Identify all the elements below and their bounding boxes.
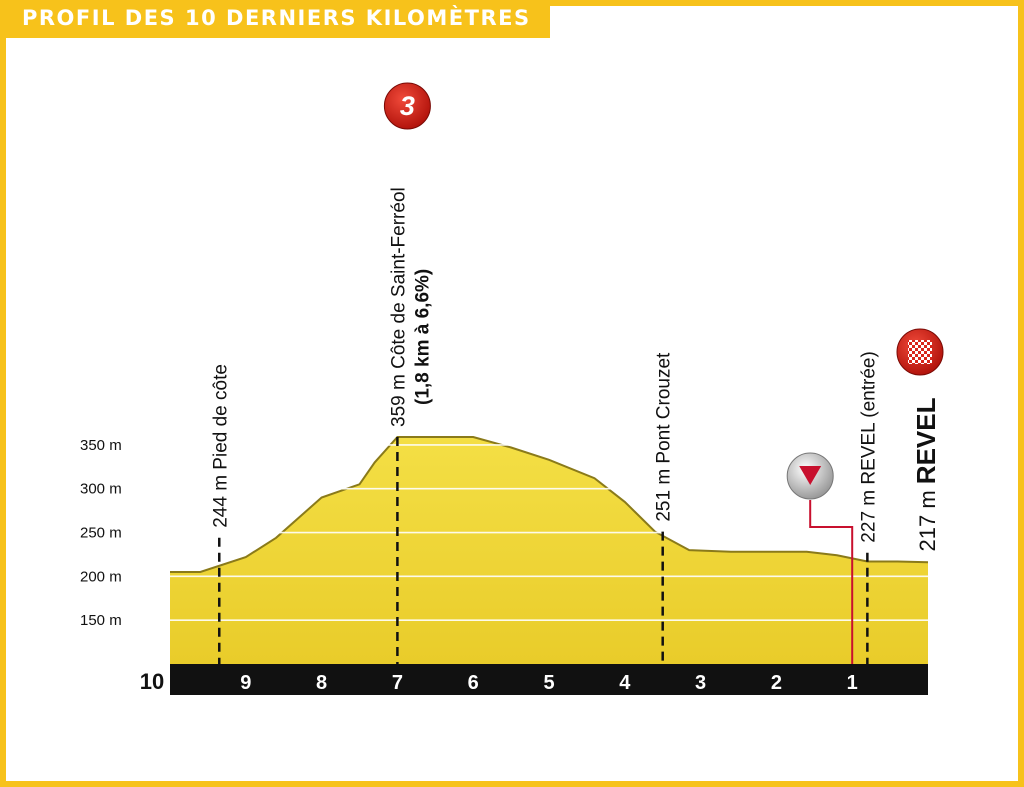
km-tick-label: 5 [543, 672, 554, 694]
climb-category-badge [383, 82, 431, 130]
point-altitude: 227 m [858, 485, 879, 543]
point-name: Pont Crouzet [654, 352, 675, 464]
profile-area [170, 437, 928, 664]
flamme-rouge-line [809, 500, 854, 664]
km-tick-label: 4 [619, 672, 631, 694]
km-tick-label: 6 [468, 672, 479, 694]
km-tick-label: 10 [140, 669, 164, 694]
title-bar: PROFIL DES 10 DERNIERS KILOMÈTRES [0, 0, 550, 38]
km-tick-label: 9 [240, 672, 251, 694]
point-altitude: 217 m [915, 484, 940, 551]
point-name: Côte de Saint-Ferréol [388, 187, 409, 369]
point-name: REVEL [911, 397, 941, 484]
profile-line [170, 436, 929, 573]
chart-title: PROFIL DES 10 DERNIERS KILOMÈTRES [22, 6, 531, 30]
y-tick-label: 150 m [80, 612, 122, 629]
point-name: REVEL (entrée) [858, 351, 879, 484]
climb-detail: (1,8 km à 6,6%) [412, 269, 433, 405]
point-label: 244 m Pied de côte [210, 364, 231, 528]
flamme-rouge-icon [799, 466, 822, 485]
point-label: 251 m Pont Crouzet [654, 352, 675, 522]
km-tick-label: 3 [695, 672, 706, 694]
point-label: 217 m REVEL [911, 397, 941, 551]
km-tick-label: 7 [392, 672, 403, 694]
point-altitude: 244 m [210, 470, 231, 528]
point-altitude: 359 m [388, 369, 409, 427]
point-label: 227 m REVEL (entrée) [858, 351, 879, 543]
y-tick-label: 350 m [80, 437, 122, 454]
point-label: 359 m Côte de Saint-Ferréol [388, 187, 409, 427]
y-tick-label: 250 m [80, 525, 122, 542]
y-tick-label: 200 m [80, 568, 122, 585]
climb-category-number: 3 [400, 91, 415, 121]
checkered-flag-icon [908, 340, 932, 364]
point-altitude: 251 m [654, 464, 675, 522]
km-tick-label: 8 [316, 672, 327, 694]
y-tick-label: 300 m [80, 481, 122, 498]
point-name: Pied de côte [210, 364, 231, 470]
km-tick-label: 1 [847, 672, 858, 694]
km-bar [170, 664, 928, 695]
km-tick-label: 2 [771, 672, 782, 694]
